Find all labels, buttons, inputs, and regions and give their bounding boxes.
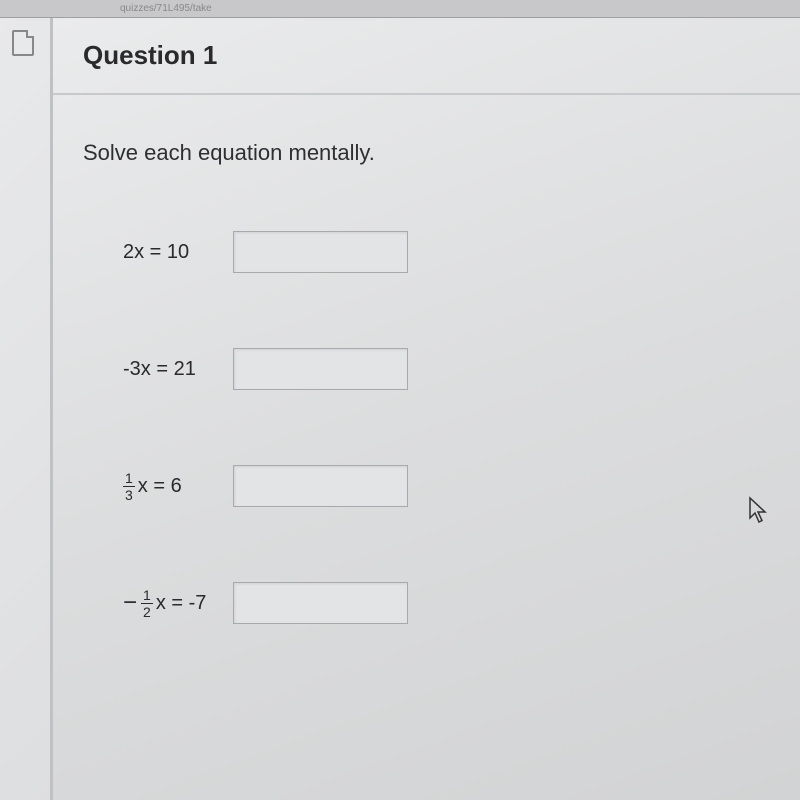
browser-chrome-fragment: quizzes/71L495/take [0,0,800,18]
question-card: Question 1 Solve each equation mentally.… [50,18,800,800]
answer-input-2[interactable] [233,348,408,390]
cursor-icon [748,496,768,524]
negative-sign: − [123,589,137,617]
fraction-1-3: 1 3 [123,471,135,502]
equation-row: − 1 2 x = -7 [123,582,770,624]
page-icon [12,30,34,56]
equation-row: 1 3 x = 6 [123,465,770,507]
url-fragment: quizzes/71L495/take [120,3,212,14]
answer-input-4[interactable] [233,582,408,624]
fraction-1-2: 1 2 [141,588,153,619]
question-header: Question 1 [53,18,800,95]
question-prompt: Solve each equation mentally. [83,140,770,166]
equation-row: 2x = 10 [123,231,770,273]
answer-input-3[interactable] [233,465,408,507]
equation-label-4: − 1 2 x = -7 [123,588,233,619]
answer-input-1[interactable] [233,231,408,273]
equation-row: -3x = 21 [123,348,770,390]
equation-label-3: 1 3 x = 6 [123,471,233,502]
question-body: Solve each equation mentally. 2x = 10 -3… [53,95,800,664]
equation-label-1: 2x = 10 [123,241,233,264]
question-title: Question 1 [83,40,770,71]
equation-label-2: -3x = 21 [123,358,233,381]
